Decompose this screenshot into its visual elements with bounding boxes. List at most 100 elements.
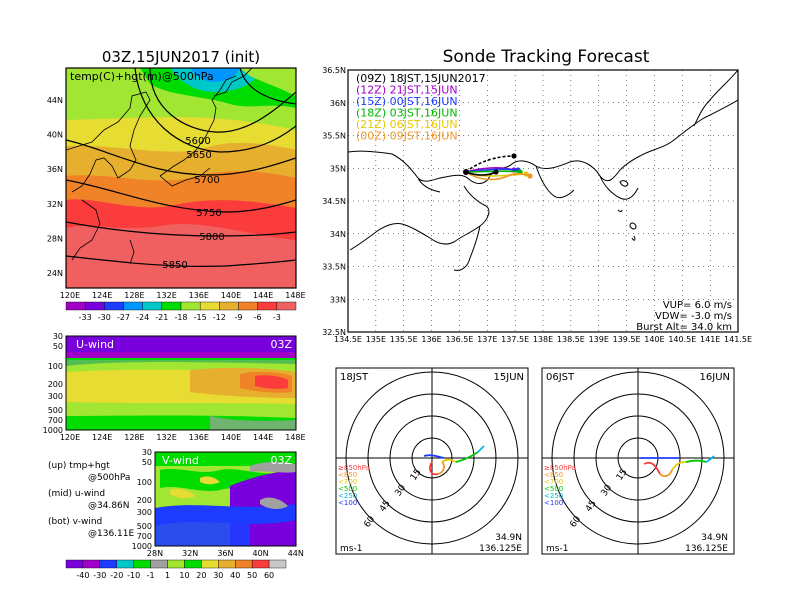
colorbar-cell xyxy=(82,559,101,569)
colorbar-cell xyxy=(199,301,220,311)
hodograph-legend-entry: ≥850hPa xyxy=(338,464,370,472)
colorbar-label: 50 xyxy=(247,571,257,580)
hodograph-legend-entry: <100 xyxy=(544,499,563,507)
lon-tick-label: 138E xyxy=(533,335,553,344)
landing-marker xyxy=(511,153,517,159)
contour-label: 5600 xyxy=(185,136,210,147)
u-wind-field xyxy=(66,336,296,430)
lat-tick-label: 35N xyxy=(330,164,346,173)
colorbar-cell xyxy=(184,559,202,569)
colorbar-cell xyxy=(201,559,219,569)
contour-labels: 5600 5650 5700 5750 5800 5850 xyxy=(162,136,224,271)
colorbar-label: 40 xyxy=(230,571,240,580)
lon-tick-label: 139E xyxy=(589,335,609,344)
lat-tick-label: 40N xyxy=(253,549,269,558)
lat-tick-label: 28N xyxy=(147,549,163,558)
hodograph-legend-entry: <500 xyxy=(544,485,563,493)
colorbar-cell xyxy=(161,301,182,311)
sonde-tracks xyxy=(463,153,533,181)
hodograph-ring-label: 60 xyxy=(569,514,584,529)
pressure-tick-label: 200 xyxy=(48,380,63,389)
lat-tick-label: 34.5N xyxy=(322,197,346,206)
hodograph-unit: ms-1 xyxy=(340,544,362,554)
hodograph-ring-label: 30 xyxy=(393,483,408,498)
lon-tick-label: 140.5E xyxy=(668,335,696,344)
lon-tick-label: 148E xyxy=(285,291,305,300)
tracking-frame xyxy=(347,69,739,333)
tracking-title: Sonde Tracking Forecast xyxy=(443,47,650,67)
lon-tick-label: 120E xyxy=(60,291,80,300)
colorbar-cell xyxy=(133,559,151,569)
u-wind-title: U-wind xyxy=(76,338,114,351)
lon-tick-label: 135E xyxy=(366,335,386,344)
hodograph-trace xyxy=(659,469,673,477)
tracking-lat-ticks: 36.5N 36N 35.5N 35N 34.5N 34N 33.5N 33N 32.5N xyxy=(322,66,346,337)
colorbar-cell xyxy=(219,301,239,311)
colorbar-label: 30 xyxy=(213,571,223,580)
v-wind-lat-ticks: 28N 32N 36N 40N 44N xyxy=(147,549,304,558)
lon-tick-label: 128E xyxy=(124,291,144,300)
hodograph-legend-entry: <100 xyxy=(338,499,357,507)
lat-tick-label: 40N xyxy=(47,131,63,140)
hodograph-trace xyxy=(685,459,707,463)
burst-param: Burst Alt= 34.0 km xyxy=(636,322,732,333)
lat-tick-label: 24N xyxy=(47,269,63,278)
legend-entry: (21Z) 06JST,16JUN xyxy=(356,118,458,131)
colorbar-label: -30 xyxy=(98,313,111,322)
wind-colorbar-labels: -40 -30 -20 -10 -1 1 10 20 30 40 50 60 xyxy=(76,571,274,580)
note-line: @34.86N xyxy=(88,501,130,511)
lat-tick-label: 32N xyxy=(47,200,63,209)
contour-label: 5750 xyxy=(196,208,221,219)
lon-tick-label: 148E xyxy=(285,433,305,442)
pressure-tick-label: 500 xyxy=(137,522,152,531)
lat-tick-label: 28N xyxy=(47,234,63,243)
note-line: (mid) u-wind xyxy=(48,489,105,499)
tracking-grid xyxy=(348,70,738,332)
pressure-tick-label: 200 xyxy=(137,496,152,505)
hodograph-ring-label: 45 xyxy=(584,499,599,514)
note-line: @500hPa xyxy=(88,473,130,483)
vdw-param: VDW= -3.0 m/s xyxy=(655,311,732,322)
colorbar-label: -6 xyxy=(254,313,262,322)
hodograph-lat: 34.9N xyxy=(701,533,728,543)
colorbar-label: -27 xyxy=(117,313,130,322)
lon-tick-label: 120E xyxy=(60,433,80,442)
lat-tick-label: 36N xyxy=(47,165,63,174)
colorbar-cell xyxy=(84,301,105,311)
sonde-track xyxy=(465,171,531,181)
u-wind-lon-ticks: 120E 124E 128E 132E 136E 140E 144E 148E xyxy=(60,433,306,442)
colorbar-label: -33 xyxy=(79,313,92,322)
legend-entry: (09Z) 18JST,15JUN2017 xyxy=(356,72,486,85)
hodograph-trace xyxy=(423,454,445,459)
colorbar-cell xyxy=(65,559,84,569)
hodograph-legend-entry: <850 xyxy=(544,471,563,479)
landing-marker xyxy=(493,169,499,175)
pressure-tick-label: 100 xyxy=(48,362,63,371)
hodograph-trace xyxy=(455,451,479,463)
lat-tick-label: 36.5N xyxy=(322,66,346,75)
hodograph-trace xyxy=(441,458,457,463)
v-wind-time: 03Z xyxy=(270,454,292,467)
pressure-tick-label: 100 xyxy=(137,478,152,487)
colorbar-label: 10 xyxy=(179,571,189,580)
hodograph-ring-label: 45 xyxy=(378,499,393,514)
hodograph-lon: 136.125E xyxy=(685,544,728,554)
pressure-tick-label: 1000 xyxy=(43,426,63,435)
lon-tick-label: 140E xyxy=(644,335,664,344)
sonde-track xyxy=(465,170,521,173)
hodograph-ring-label: 15 xyxy=(615,468,630,483)
v-wind-title: V-wind xyxy=(162,454,199,467)
colorbar-label: -9 xyxy=(235,313,243,322)
lon-tick-label: 136.5E xyxy=(445,335,473,344)
lon-tick-label: 132E xyxy=(156,291,176,300)
colorbar-cell xyxy=(123,301,143,311)
pressure-tick-label: 500 xyxy=(48,406,63,415)
hodograph-legend-entry: <500 xyxy=(338,485,357,493)
hodograph-date: 16JUN xyxy=(700,372,730,383)
temperature-field xyxy=(66,68,296,288)
colorbar-label: -15 xyxy=(194,313,207,322)
